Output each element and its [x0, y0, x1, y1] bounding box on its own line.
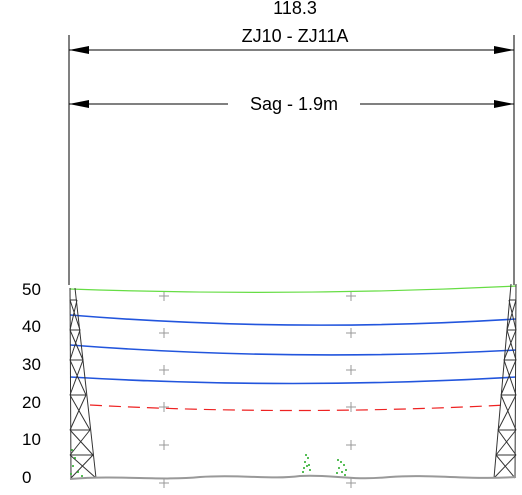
span-name-label: ZJ10 - ZJ11A: [242, 26, 349, 46]
scale-tick-label: 0: [22, 468, 31, 487]
conductor-line: [69, 314, 517, 326]
span-length-label: 118.3: [273, 0, 317, 18]
left-tower: [69, 287, 97, 479]
elevation-scale: 50 40 30 20 10 0: [22, 280, 41, 487]
right-tower: [493, 283, 517, 479]
conductor-line: [69, 376, 517, 385]
clearance-line: [89, 404, 507, 412]
grid-crosses: [159, 291, 356, 488]
ground-profile: [69, 474, 517, 480]
scale-tick-label: 30: [22, 355, 41, 374]
scale-tick-label: 50: [22, 280, 41, 299]
scale-tick-label: 20: [22, 393, 41, 412]
ground-wire: [69, 285, 517, 293]
sag-dimension-line: [69, 100, 514, 108]
span-dimension-line: [69, 46, 514, 54]
vegetation-points: [70, 449, 347, 477]
conductor-line: [69, 344, 517, 356]
scale-tick-label: 10: [22, 430, 41, 449]
sag-label: Sag - 1.9m: [250, 94, 338, 114]
scale-tick-label: 40: [22, 317, 41, 336]
